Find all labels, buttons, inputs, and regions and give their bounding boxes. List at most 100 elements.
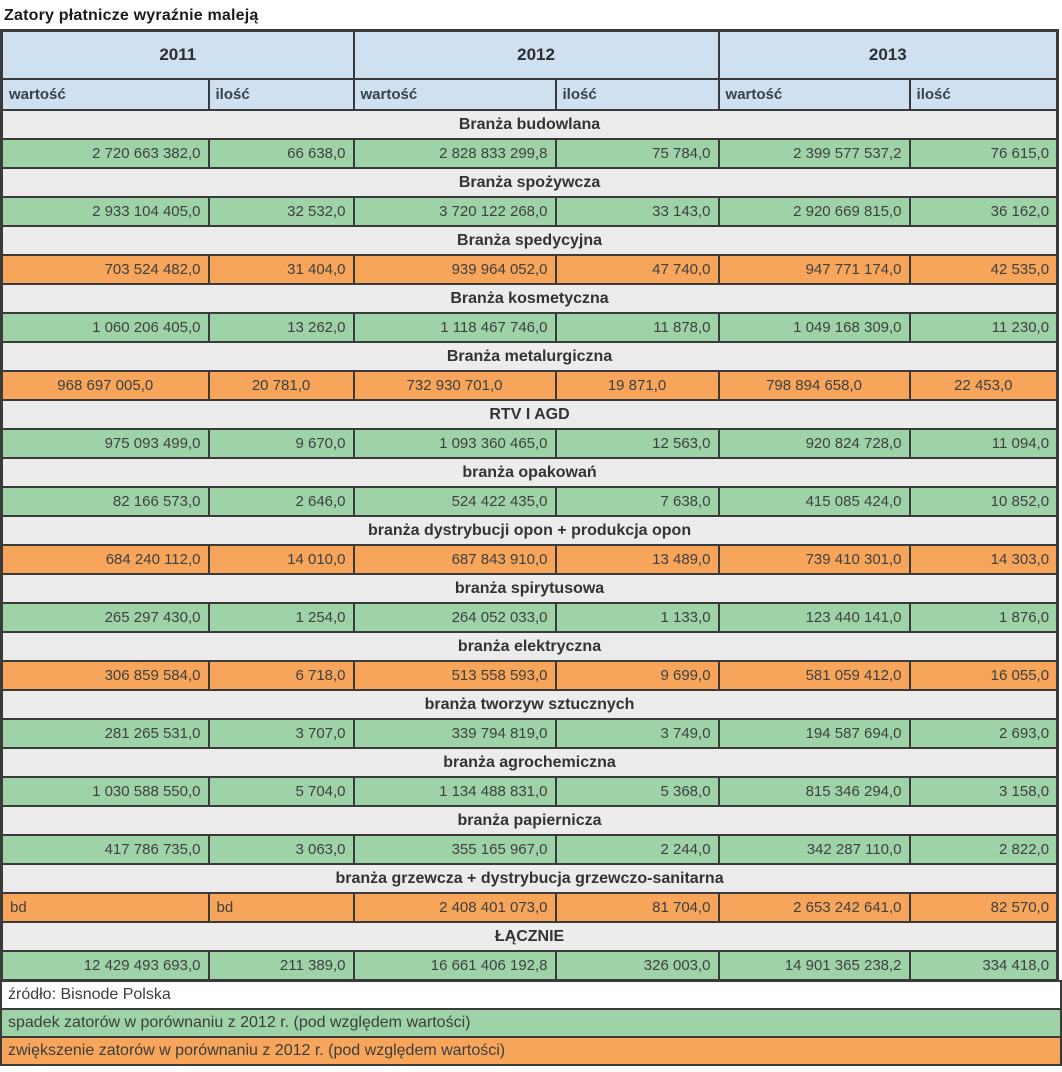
data-row: 2 933 104 405,0 32 532,0 3 720 122 268,0…: [0, 196, 1059, 227]
section-header-row-total: ŁĄCZNIE: [0, 921, 1059, 952]
value-cell: 19 871,0: [554, 370, 720, 401]
section-label: branża opakowań: [0, 457, 1059, 488]
value-cell: 76 615,0: [908, 138, 1059, 169]
value-cell: 10 852,0: [908, 486, 1059, 517]
value-cell: 334 418,0: [908, 950, 1059, 982]
value-cell: 31 404,0: [207, 254, 355, 285]
value-cell: 12 429 493 693,0: [0, 950, 210, 982]
data-row: 82 166 573,0 2 646,0 524 422 435,0 7 638…: [0, 486, 1059, 517]
col-header-wartosc: wartość: [352, 78, 557, 111]
value-cell: 2 646,0: [207, 486, 355, 517]
section-header-row: RTV I AGD: [0, 399, 1059, 430]
value-cell: bd: [0, 892, 210, 923]
value-cell: 2 408 401 073,0: [352, 892, 557, 923]
value-cell: 1 254,0: [207, 602, 355, 633]
value-cell: 3 707,0: [207, 718, 355, 749]
value-cell: 342 287 110,0: [717, 834, 911, 865]
value-cell: 703 524 482,0: [0, 254, 210, 285]
value-cell: 6 718,0: [207, 660, 355, 691]
value-cell: 415 085 424,0: [717, 486, 911, 517]
value-cell: 9 670,0: [207, 428, 355, 459]
value-cell: 417 786 735,0: [0, 834, 210, 865]
data-row: 703 524 482,0 31 404,0 939 964 052,0 47 …: [0, 254, 1059, 285]
value-cell: 13 262,0: [207, 312, 355, 343]
value-cell: 82 570,0: [908, 892, 1059, 923]
value-cell: 3 720 122 268,0: [352, 196, 557, 227]
value-cell: 264 052 033,0: [352, 602, 557, 633]
value-cell: 75 784,0: [554, 138, 720, 169]
col-header-ilosc: ilość: [908, 78, 1059, 111]
value-cell: 581 059 412,0: [717, 660, 911, 691]
value-cell: 1 118 467 746,0: [352, 312, 557, 343]
section-label: Branża budowlana: [0, 109, 1059, 140]
sub-header-row: wartość ilość wartość ilość wartość iloś…: [0, 78, 1059, 111]
value-cell: 3 158,0: [908, 776, 1059, 807]
section-header-row: branża grzewcza + dystrybucja grzewczo-s…: [0, 863, 1059, 894]
value-cell: 9 699,0: [554, 660, 720, 691]
value-cell: 14 303,0: [908, 544, 1059, 575]
value-cell: 2 399 577 537,2: [717, 138, 911, 169]
value-cell: 2 933 104 405,0: [0, 196, 210, 227]
section-label: Branża spedycyjna: [0, 225, 1059, 256]
data-row: 968 697 005,0 20 781,0 732 930 701,0 19 …: [0, 370, 1059, 401]
payment-gridlock-table: 2011 2012 2013 wartość ilość wartość ilo…: [0, 29, 1060, 982]
value-cell: 82 166 573,0: [0, 486, 210, 517]
value-cell: 36 162,0: [908, 196, 1059, 227]
section-header-row: Branża kosmetyczna: [0, 283, 1059, 314]
section-label: branża elektryczna: [0, 631, 1059, 662]
value-cell: 20 781,0: [207, 370, 355, 401]
value-cell: 798 894 658,0: [717, 370, 911, 401]
section-label: branża tworzyw sztucznych: [0, 689, 1059, 720]
value-cell: 2 244,0: [554, 834, 720, 865]
source-note: źródło: Bisnode Polska: [0, 980, 1062, 1010]
col-header-wartosc: wartość: [717, 78, 911, 111]
data-row: 1 060 206 405,0 13 262,0 1 118 467 746,0…: [0, 312, 1059, 343]
section-label: branża grzewcza + dystrybucja grzewczo-s…: [0, 863, 1059, 894]
value-cell: 3 749,0: [554, 718, 720, 749]
value-cell: 326 003,0: [554, 950, 720, 982]
value-cell: 11 878,0: [554, 312, 720, 343]
value-cell: 211 389,0: [207, 950, 355, 982]
section-header-row: Branża spożywcza: [0, 167, 1059, 198]
year-header-2012: 2012: [352, 29, 720, 80]
value-cell: 732 930 701,0: [352, 370, 557, 401]
value-cell: 12 563,0: [554, 428, 720, 459]
value-cell: 47 740,0: [554, 254, 720, 285]
col-header-ilosc: ilość: [554, 78, 720, 111]
year-header-2013: 2013: [717, 29, 1059, 80]
total-label: ŁĄCZNIE: [0, 921, 1059, 952]
value-cell: 1 093 360 465,0: [352, 428, 557, 459]
value-cell: 281 265 531,0: [0, 718, 210, 749]
value-cell: 524 422 435,0: [352, 486, 557, 517]
value-cell: 32 532,0: [207, 196, 355, 227]
section-header-row: Branża budowlana: [0, 109, 1059, 140]
value-cell: 2 920 669 815,0: [717, 196, 911, 227]
value-cell: 355 165 967,0: [352, 834, 557, 865]
value-cell: bd: [207, 892, 355, 923]
value-cell: 22 453,0: [908, 370, 1059, 401]
data-row: 265 297 430,0 1 254,0 264 052 033,0 1 13…: [0, 602, 1059, 633]
data-row: 1 030 588 550,0 5 704,0 1 134 488 831,0 …: [0, 776, 1059, 807]
value-cell: 739 410 301,0: [717, 544, 911, 575]
section-label: Branża kosmetyczna: [0, 283, 1059, 314]
section-header-row: branża papiernicza: [0, 805, 1059, 836]
value-cell: 11 230,0: [908, 312, 1059, 343]
section-header-row: branża dystrybucji opon + produkcja opon: [0, 515, 1059, 546]
value-cell: 42 535,0: [908, 254, 1059, 285]
value-cell: 81 704,0: [554, 892, 720, 923]
source-row: źródło: Bisnode Polska: [0, 980, 1062, 1010]
value-cell: 920 824 728,0: [717, 428, 911, 459]
section-header-row: Branża spedycyjna: [0, 225, 1059, 256]
value-cell: 513 558 593,0: [352, 660, 557, 691]
legend-increase: zwiększenie zatorów w porównaniu z 2012 …: [0, 1036, 1062, 1066]
value-cell: 2 822,0: [908, 834, 1059, 865]
value-cell: 194 587 694,0: [717, 718, 911, 749]
value-cell: 14 901 365 238,2: [717, 950, 911, 982]
value-cell: 947 771 174,0: [717, 254, 911, 285]
section-header-row: Branża metalurgiczna: [0, 341, 1059, 372]
value-cell: 16 055,0: [908, 660, 1059, 691]
value-cell: 123 440 141,0: [717, 602, 911, 633]
value-cell: 1 133,0: [554, 602, 720, 633]
value-cell: 14 010,0: [207, 544, 355, 575]
